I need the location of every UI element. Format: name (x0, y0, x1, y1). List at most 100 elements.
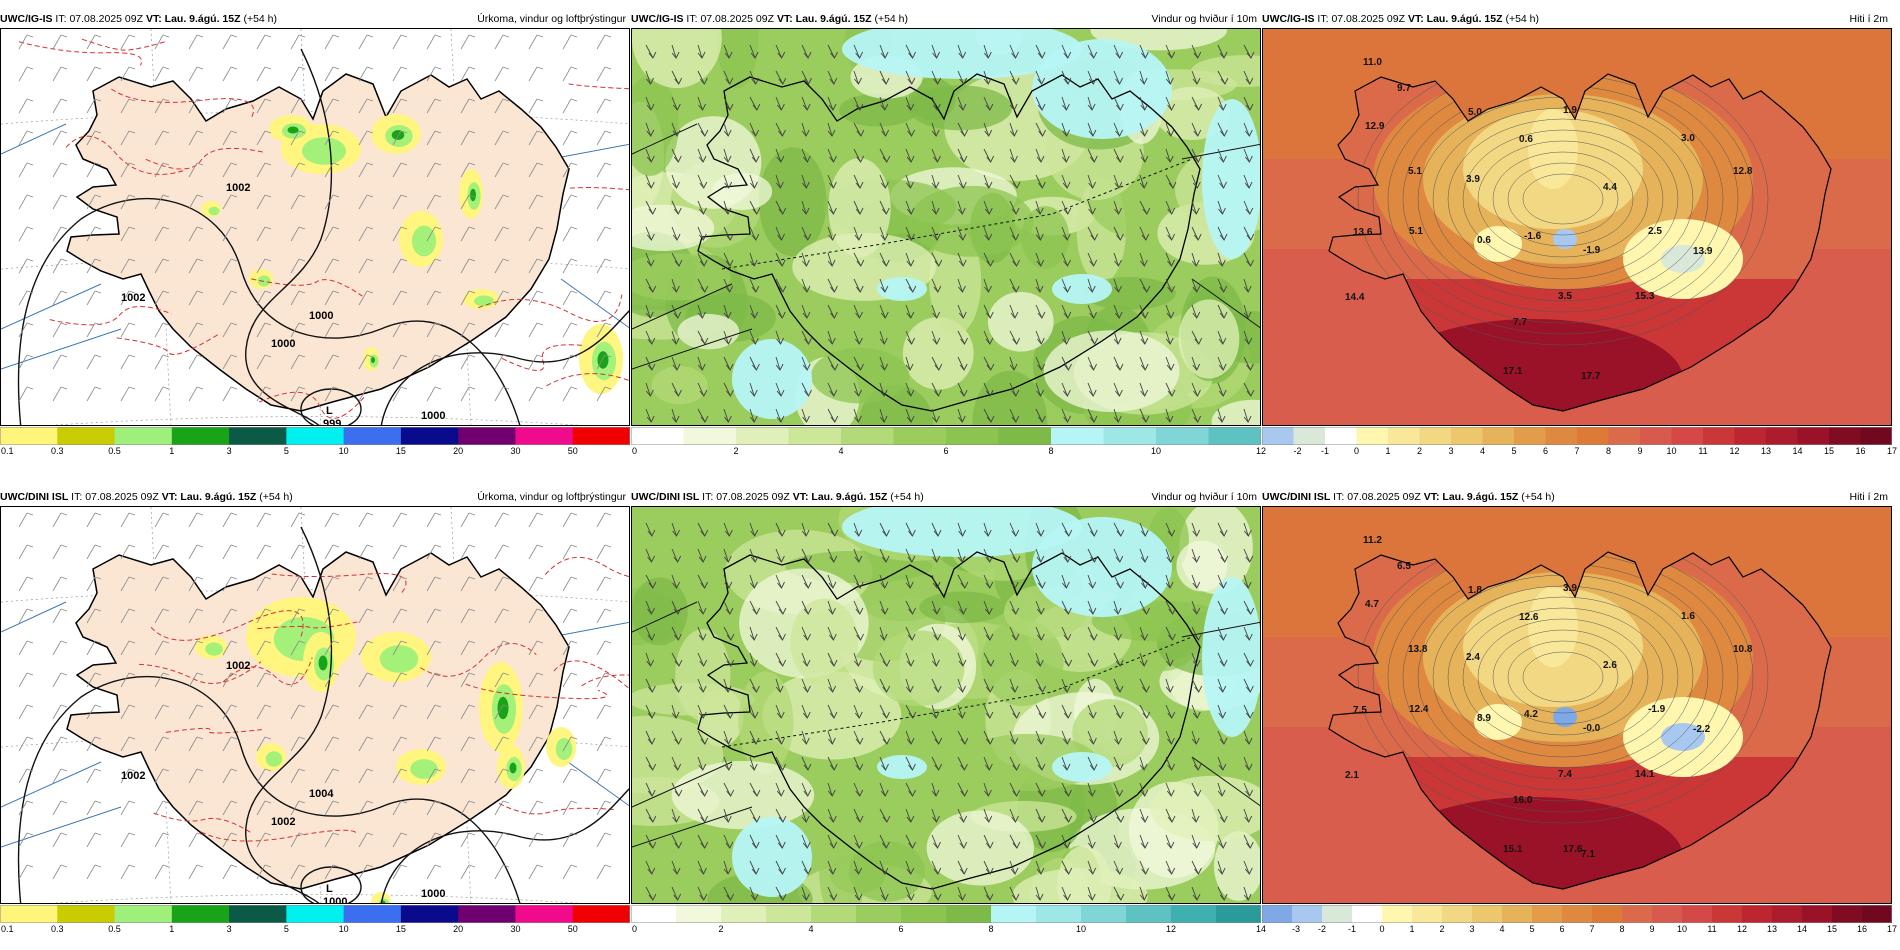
map-canvas (632, 507, 1260, 903)
pressure-label: 1000 (421, 410, 445, 422)
colorbar-tick-label: 20 (453, 446, 464, 456)
colorbar-tick-label: 3 (1469, 924, 1475, 934)
colorbar-tick-label: 30 (510, 446, 521, 456)
colorbar-swatch (1156, 427, 1209, 445)
colorbar-swatch (1262, 427, 1294, 445)
temperature-value-label: 5.1 (1409, 226, 1423, 237)
colorbar-tick-label: 8 (1619, 924, 1625, 934)
valid-time-prefix: VT: (161, 491, 178, 503)
colorbar-swatch (171, 427, 230, 445)
map-canvas (632, 29, 1260, 425)
iceland-landmass (66, 73, 570, 412)
colorbar-swatch (946, 427, 999, 445)
colorbar-swatch (1036, 905, 1082, 923)
colorbar-swatch (0, 427, 58, 445)
map-panel-temp-iguwc: UWC/IG-IS IT: 07.08.2025 09Z VT: Lau. 9.á… (1262, 12, 1897, 462)
colorbar-swatch (458, 427, 516, 445)
colorbar-swatch (1734, 427, 1767, 445)
colorbar-swatch (1862, 905, 1893, 923)
colorbar-swatch (1051, 427, 1104, 445)
colorbar-swatch (1802, 905, 1833, 923)
colorbar-ticks: -3-2-10123456789101112131415161718 (1262, 924, 1897, 936)
colorbar-tick-label: 16 (1855, 446, 1866, 456)
colorbar (1262, 905, 1893, 923)
colorbar-swatch (841, 427, 894, 445)
forecast-map[interactable]: 1002 1000 1000 1000 1002 L 999 (0, 28, 630, 426)
colorbar-swatch (1682, 905, 1713, 923)
colorbar-tick-label: 13 (1766, 924, 1778, 934)
wind-arrows (645, 522, 1255, 901)
temperature-value-label: -0.0 (1583, 723, 1601, 734)
colorbar-swatch (991, 905, 1037, 923)
precipitation-areas (195, 597, 576, 903)
colorbar-swatch (458, 905, 516, 923)
colorbar-swatch (811, 905, 857, 923)
temperature-value-label: 12.8 (1733, 166, 1753, 177)
wind-arrows (645, 44, 1255, 423)
colorbar-tick-label: 7 (1589, 924, 1595, 934)
forecast-lead-time: (+54 h) (1521, 491, 1555, 503)
colorbar-swatch (631, 905, 677, 923)
colorbar-ticks: 0.1 0.3 0.5 1 3 5 10 15 20 30 50 (0, 924, 630, 936)
panel-header: UWC/IG-IS IT: 07.08.2025 09Z VT: Lau. 9.á… (631, 12, 1261, 26)
colorbar-swatch (893, 427, 947, 445)
colorbar-swatch (1451, 427, 1483, 445)
colorbar-swatch (1592, 905, 1623, 923)
colorbar-tick-label: 15 (1826, 924, 1838, 934)
colorbar-swatch (1081, 905, 1127, 923)
colorbar-swatch (1766, 427, 1798, 445)
colorbar-swatch (1412, 905, 1443, 923)
colorbar-swatch (946, 905, 992, 923)
colorbar-tick-label: 2 (718, 924, 724, 934)
forecast-map[interactable]: 11.2 6.5 4.7 1.8 3.9 12.6 13.8 2.4 1.6 10.8 2.6 7.5… (1262, 506, 1892, 904)
temperature-contours (139, 556, 629, 842)
colorbar-tick-label: 0.3 (51, 446, 64, 456)
colorbar-swatch (1356, 427, 1389, 445)
temperature-value-label: 14.1 (1635, 769, 1655, 780)
colorbar-swatch (171, 905, 230, 923)
forecast-map[interactable]: 1002 1004 1002 1000 1002 L 1000 (0, 506, 630, 904)
temperature-value-label: 2.4 (1466, 652, 1480, 663)
forecast-map[interactable] (631, 28, 1261, 426)
colorbar-swatch (343, 427, 402, 445)
pressure-label: 1002 (121, 770, 145, 782)
boundary-lines (632, 601, 1260, 848)
temperature-value-label: 7.7 (1513, 317, 1527, 328)
forecast-map[interactable]: 11.0 9.7 12.9 5.0 1.9 0.6 5.1 3.9 3.0 12.8 4.4 13.6… (1262, 28, 1892, 426)
colorbar-swatch (1562, 905, 1593, 923)
colorbar-swatch (1482, 427, 1515, 445)
colorbar-tick-label: 13 (1760, 446, 1772, 456)
colorbar-swatch (229, 427, 287, 445)
valid-time-prefix: VT: (1408, 13, 1424, 25)
colorbar-tick-label: 6 (1542, 446, 1549, 456)
temperature-value-label: 17.1 (1503, 366, 1523, 377)
colorbar (631, 427, 1262, 445)
forecast-map[interactable] (631, 506, 1261, 904)
model-name: UWC/IG-IS (0, 13, 53, 25)
temperature-value-label: 5.0 (1468, 107, 1482, 118)
model-name: UWC/IG-IS (631, 13, 684, 25)
colorbar-swatch (1532, 905, 1563, 923)
colorbar-swatch (766, 905, 812, 923)
temperature-value-label: 17.7 (1581, 371, 1601, 382)
temperature-value-label: 17.6 (1563, 844, 1583, 855)
init-time-value: 07.08.2025 09Z (1347, 491, 1421, 503)
colorbar-swatch (1325, 427, 1357, 445)
colorbar-swatch (1502, 905, 1533, 923)
temperature-value-label: 2.6 (1603, 660, 1617, 671)
pressure-label: 1002 (121, 292, 145, 304)
low-pressure-value: 999 (323, 418, 341, 426)
colorbar-tick-label: 17 (1886, 446, 1898, 456)
colorbar-tick-label: 0 (632, 446, 638, 456)
temperature-value-label: 7.4 (1558, 769, 1572, 780)
colorbar-tick-label: 20 (453, 924, 464, 934)
colorbar-swatch (229, 905, 287, 923)
colorbar-ticks: 0 2 4 6 8 10 12 14 (631, 924, 1266, 936)
colorbar-tick-label: 2 (1439, 924, 1445, 934)
colorbar-swatch (1442, 905, 1473, 923)
wind-barbs (18, 34, 612, 402)
strong-wind-areas (732, 507, 1260, 897)
colorbar-swatch (1293, 427, 1326, 445)
init-time-value: 07.08.2025 09Z (700, 13, 774, 25)
